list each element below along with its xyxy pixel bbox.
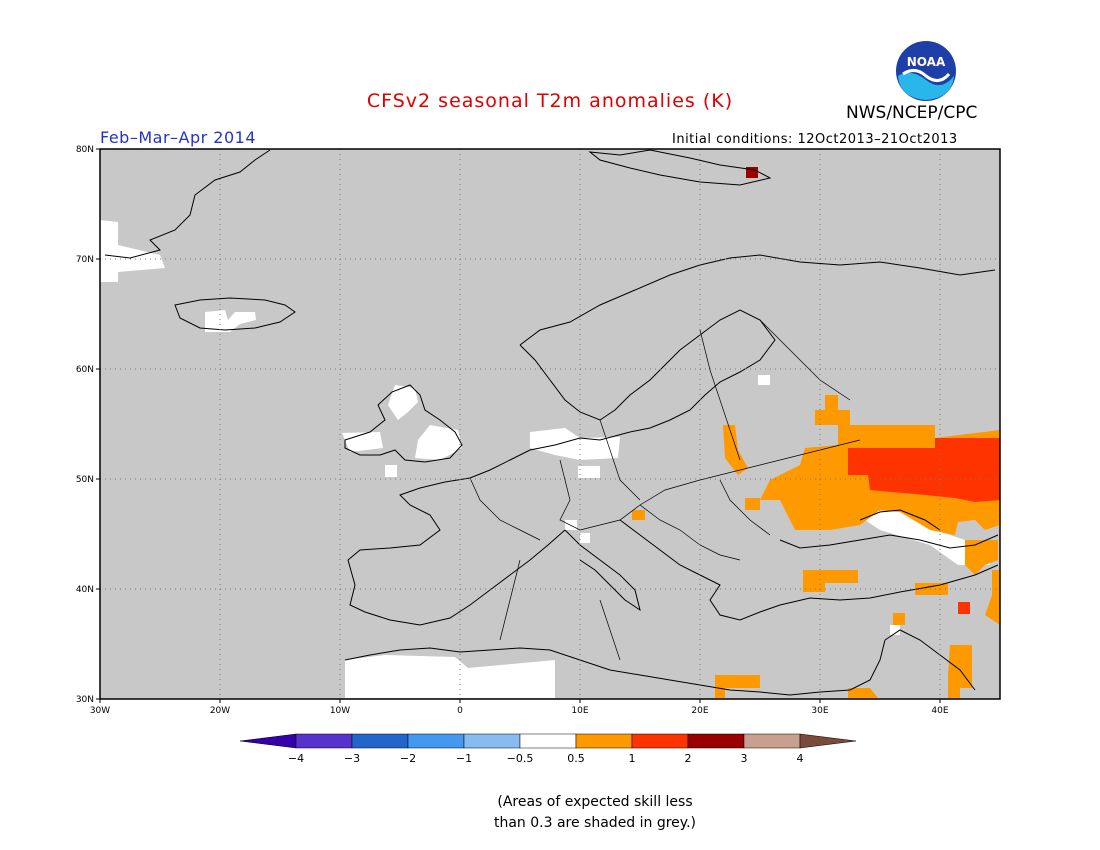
lon-label: 40E (931, 706, 948, 716)
latitude-labels: 80N 70N 60N 50N 40N 30N (76, 145, 100, 705)
warm-anomaly-2-3 (746, 167, 758, 178)
colorbar-tick-label: −0.5 (507, 752, 534, 765)
lat-label: 80N (76, 145, 94, 155)
lat-label: 70N (76, 255, 94, 265)
colorbar-tick-label: 2 (685, 752, 692, 765)
colorbar-tick-label: −4 (288, 752, 304, 765)
lon-label: 10E (571, 706, 588, 716)
lon-label: 0 (457, 706, 463, 716)
colorbar-tick-label: −3 (344, 752, 360, 765)
colorbar-segment (687, 733, 745, 749)
colorbar-tick-label: −1 (456, 752, 472, 765)
lat-label: 30N (76, 695, 94, 705)
initial-conditions: Initial conditions: 12Oct2013–21Oct2013 (672, 132, 958, 147)
lat-label: 50N (76, 475, 94, 485)
graticule (100, 149, 1000, 699)
colorbar-segment (463, 733, 521, 749)
skill-note: (Areas of expected skill less than 0.3 a… (430, 792, 760, 834)
lon-label: 30W (90, 706, 110, 716)
chart-title: CFSv2 seasonal T2m anomalies (K) (366, 90, 734, 112)
noaa-logo: NOAA (896, 41, 956, 101)
lon-label: 20W (210, 706, 230, 716)
low-skill-background (100, 149, 1000, 699)
warm-anomaly-1-2 (848, 438, 1000, 614)
colorbar-segment (743, 733, 801, 749)
agency-label: NWS/NCEP/CPC (846, 103, 978, 123)
colorbar-segment (407, 733, 465, 749)
colorbar-tick-label: 1 (629, 752, 636, 765)
colorbar-tick-label: 4 (797, 752, 804, 765)
colorbar-segment (631, 733, 689, 749)
skill-note-line-2: than 0.3 are shaded in grey.) (493, 815, 696, 831)
colorbar-min-arrow (239, 733, 297, 749)
map-frame-area (100, 149, 1000, 699)
political-borders (469, 319, 861, 661)
lat-label: 40N (76, 585, 94, 595)
neutral-anomaly-regions (100, 220, 990, 698)
colorbar-tick-label: −2 (400, 752, 416, 765)
lon-label: 30E (811, 706, 828, 716)
colorbar-segment (351, 733, 409, 749)
colorbar-tick-label: 3 (741, 752, 748, 765)
colorbar: −4 −3 −2 −1 −0.5 0.5 1 2 3 4 (239, 733, 857, 765)
colorbar-max-arrow (799, 733, 857, 749)
map-frame (99, 148, 1001, 700)
forecast-period: Feb–Mar–Apr 2014 (100, 128, 256, 147)
lon-label: 20E (691, 706, 708, 716)
coastlines (104, 149, 999, 696)
skill-note-line-1: (Areas of expected skill less (497, 794, 693, 810)
colorbar-tick-label: 0.5 (567, 752, 585, 765)
lon-label: 10W (330, 706, 350, 716)
colorbar-segment (519, 733, 577, 749)
colorbar-segment (295, 733, 353, 749)
longitude-labels: 30W 20W 10W 0 10E 20E 30E 40E (90, 699, 949, 716)
lat-label: 60N (76, 365, 94, 375)
logo-text: NOAA (907, 55, 946, 69)
colorbar-segment (575, 733, 633, 749)
